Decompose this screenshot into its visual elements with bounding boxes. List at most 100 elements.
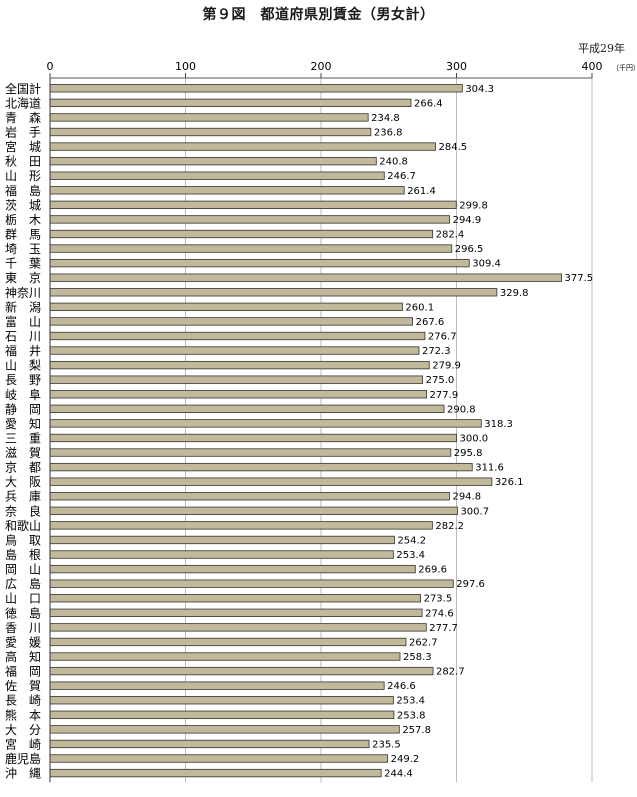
category-label: 大 阪 <box>5 475 41 489</box>
category-label: 兵 庫 <box>5 490 41 504</box>
bar <box>49 317 413 326</box>
value-label: 246.6 <box>387 681 416 692</box>
bar <box>49 506 458 515</box>
tick-label: 200 <box>311 60 332 73</box>
bar <box>49 186 405 195</box>
category-label: 長 崎 <box>5 694 41 708</box>
value-label: 261.4 <box>407 186 436 197</box>
category-label: 和歌山 <box>5 518 41 533</box>
category-label: 茨 城 <box>5 198 41 212</box>
category-label: 三 重 <box>5 431 41 445</box>
bar <box>49 492 450 501</box>
tick-label: 400 <box>582 60 603 73</box>
value-label: 297.6 <box>456 579 485 590</box>
category-label: 埼 玉 <box>5 242 41 256</box>
bar <box>49 666 434 676</box>
value-label: 377.5 <box>565 273 594 284</box>
bar <box>49 710 395 719</box>
value-label: 300.0 <box>460 433 489 444</box>
category-label: 青 森 <box>5 110 41 125</box>
value-label: 300.7 <box>460 506 489 517</box>
bar <box>49 113 369 122</box>
bar <box>49 171 385 180</box>
category-label: 神奈川 <box>5 286 41 300</box>
value-label: 304.3 <box>465 84 494 95</box>
category-label: 滋 賀 <box>5 446 41 460</box>
value-label: 249.2 <box>391 754 420 765</box>
category-label: 富 山 <box>5 314 41 329</box>
bar <box>49 535 395 545</box>
bars <box>49 84 562 778</box>
category-label: 長 野 <box>5 373 41 387</box>
category-label: 熊 本 <box>5 707 41 722</box>
value-label: 296.5 <box>455 244 484 255</box>
value-label: 282.7 <box>436 667 465 678</box>
value-label: 326.1 <box>495 477 524 488</box>
category-label: 山 梨 <box>5 359 41 373</box>
value-label: 294.9 <box>453 215 482 226</box>
value-label: 260.1 <box>405 302 434 313</box>
value-label: 279.9 <box>432 361 461 372</box>
value-labels: 304.3 266.4 234.8 236.8 284.5 240.8 246.7 261.4… <box>371 84 593 780</box>
category-label: 岐 阜 <box>5 388 41 402</box>
chart-title: 第９図 都道府県別賃金（男女計） <box>202 7 435 23</box>
value-label: 282.2 <box>435 521 464 532</box>
bar <box>49 739 370 749</box>
value-label: 311.6 <box>475 463 504 474</box>
category-label: 大 分 <box>5 723 41 737</box>
category-label: 静 岡 <box>5 402 41 416</box>
bar <box>49 390 427 399</box>
value-label: 244.4 <box>384 769 413 780</box>
category-label: 愛 知 <box>5 417 41 431</box>
bar <box>49 258 470 268</box>
bar <box>49 156 377 166</box>
bar <box>49 273 562 282</box>
category-label: 佐 賀 <box>5 679 41 693</box>
value-label: 277.9 <box>430 390 459 401</box>
category-label: 島 根 <box>5 547 41 562</box>
bar <box>49 696 394 705</box>
bar <box>49 229 434 239</box>
category-label: 香 川 <box>5 621 41 635</box>
bar <box>49 433 457 443</box>
category-label: 福 岡 <box>5 664 41 679</box>
value-label: 258.3 <box>403 652 432 663</box>
category-label: 鳥 取 <box>5 532 41 547</box>
category-label: 広 島 <box>5 576 41 591</box>
category-label: 奈 良 <box>5 503 41 518</box>
bar <box>49 564 416 574</box>
category-label: 福 井 <box>5 343 41 358</box>
value-label: 276.7 <box>428 331 457 342</box>
bar <box>49 215 450 224</box>
category-label: 全国計 <box>5 81 41 96</box>
bar <box>49 244 453 253</box>
value-label: 284.5 <box>438 142 467 153</box>
bar <box>49 127 372 137</box>
bar <box>49 302 403 311</box>
tick-label: 0 <box>47 60 54 73</box>
category-label: 群 馬 <box>5 227 41 241</box>
category-label: 東 京 <box>5 271 41 285</box>
bar <box>49 754 389 763</box>
category-label: 山 形 <box>5 169 41 183</box>
bar <box>49 521 433 530</box>
value-label: 277.7 <box>429 623 458 634</box>
bar <box>49 623 427 632</box>
bar <box>49 477 493 486</box>
bar <box>49 98 412 108</box>
category-label: 鹿児島 <box>5 751 41 766</box>
value-label: 234.8 <box>371 113 400 124</box>
bar <box>49 200 457 209</box>
value-label: 299.8 <box>459 200 488 211</box>
bar <box>49 594 421 603</box>
value-label: 253.4 <box>396 550 425 561</box>
tick-label: 100 <box>175 60 196 73</box>
value-label: 246.7 <box>387 171 416 182</box>
value-label: 309.4 <box>472 259 501 270</box>
bar <box>49 419 482 428</box>
bar <box>49 462 473 472</box>
value-label: 240.8 <box>379 157 408 168</box>
unit-label: （千円） <box>612 63 637 72</box>
value-label: 254.2 <box>397 535 426 546</box>
bar <box>49 84 463 93</box>
